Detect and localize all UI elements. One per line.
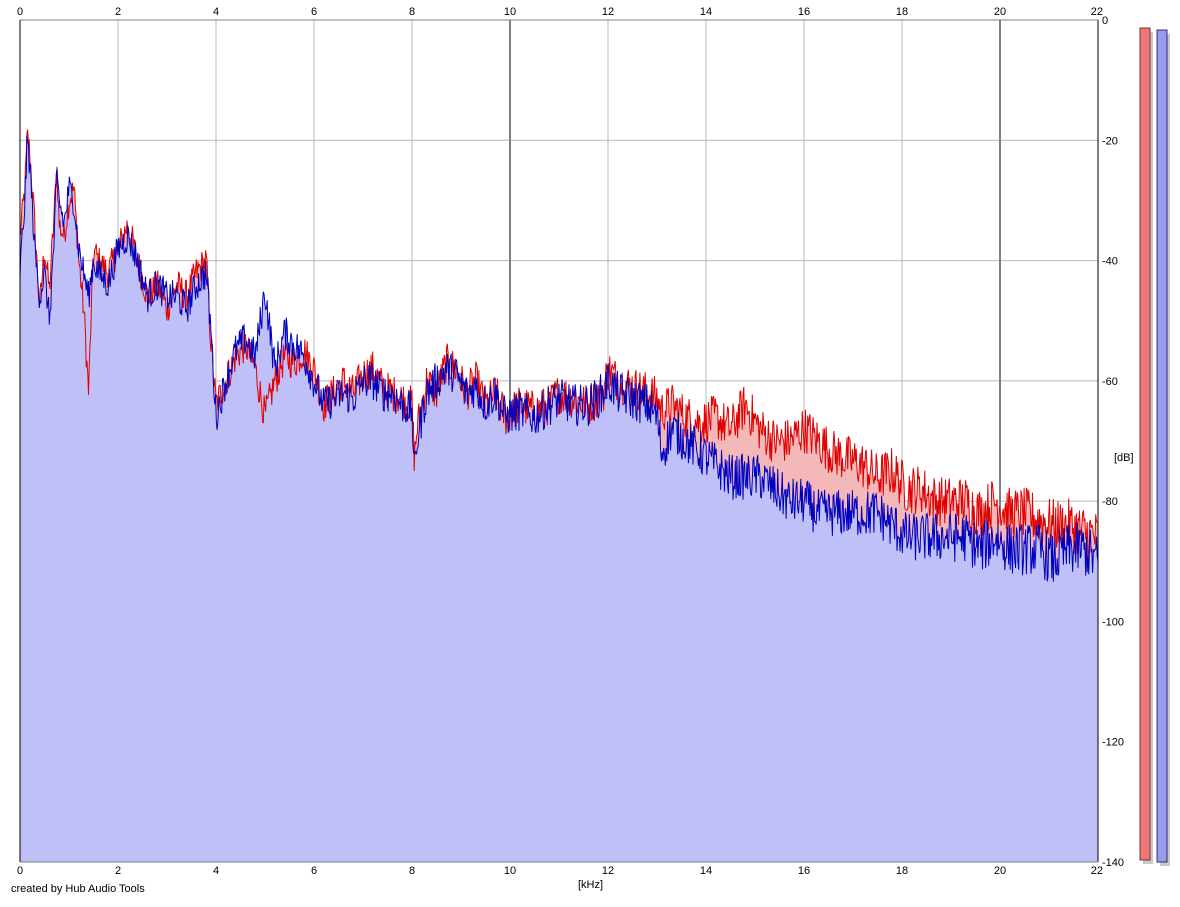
y-tick-label: 0 xyxy=(1102,15,1108,27)
y-tick-label: -20 xyxy=(1102,135,1118,147)
y-tick-label: -40 xyxy=(1102,256,1118,268)
x-tick-label-top: 4 xyxy=(213,6,219,18)
x-tick-label-bottom: 20 xyxy=(994,865,1006,877)
x-tick-label-top: 6 xyxy=(311,6,317,18)
y-tick-label: -140 xyxy=(1102,857,1124,869)
x-tick-label-bottom: 4 xyxy=(213,865,219,877)
x-tick-label-top: 20 xyxy=(994,6,1006,18)
x-tick-label-bottom: 2 xyxy=(115,865,121,877)
x-tick-label-top: 8 xyxy=(409,6,415,18)
tick-labels: 0-20-40-60-80-100-120-140002244668810101… xyxy=(17,6,1124,877)
plot-frame xyxy=(19,19,1099,863)
x-tick-label-top: 16 xyxy=(798,6,810,18)
spectrum-series xyxy=(19,129,1099,863)
x-tick-label-top: 22 xyxy=(1091,6,1103,18)
x-tick-label-top: 2 xyxy=(115,6,121,18)
x-tick-label-bottom: 14 xyxy=(700,865,712,877)
x-tick-label-bottom: 16 xyxy=(798,865,810,877)
x-tick-label-top: 12 xyxy=(602,6,614,18)
meter-blue xyxy=(1156,29,1168,863)
y-tick-label: -60 xyxy=(1102,376,1118,388)
y-axis-label: [dB] xyxy=(1114,452,1134,464)
x-tick-label-bottom: 6 xyxy=(311,865,317,877)
y-tick-label: -80 xyxy=(1102,496,1118,508)
y-tick-label: -100 xyxy=(1102,616,1124,628)
level-meters xyxy=(1139,27,1170,866)
x-axis-label: [kHz] xyxy=(578,879,604,891)
x-tick-label-top: 14 xyxy=(700,6,712,18)
series-blue-area xyxy=(20,135,1098,863)
x-tick-label-top: 10 xyxy=(504,6,516,18)
x-tick-label-bottom: 18 xyxy=(896,865,908,877)
x-tick-label-bottom: 0 xyxy=(17,865,23,877)
credit-text: created by Hub Audio Tools xyxy=(11,883,145,895)
meter-red xyxy=(1139,27,1151,861)
x-tick-label-bottom: 10 xyxy=(504,865,516,877)
x-tick-label-top: 0 xyxy=(17,6,23,18)
y-tick-label: -120 xyxy=(1102,737,1124,749)
series-red-line xyxy=(19,129,1098,560)
x-tick-label-bottom: 8 xyxy=(409,865,415,877)
series-blue-line xyxy=(19,135,1099,582)
x-tick-label-top: 18 xyxy=(896,6,908,18)
x-tick-label-bottom: 22 xyxy=(1091,865,1103,877)
x-tick-label-bottom: 12 xyxy=(602,865,614,877)
